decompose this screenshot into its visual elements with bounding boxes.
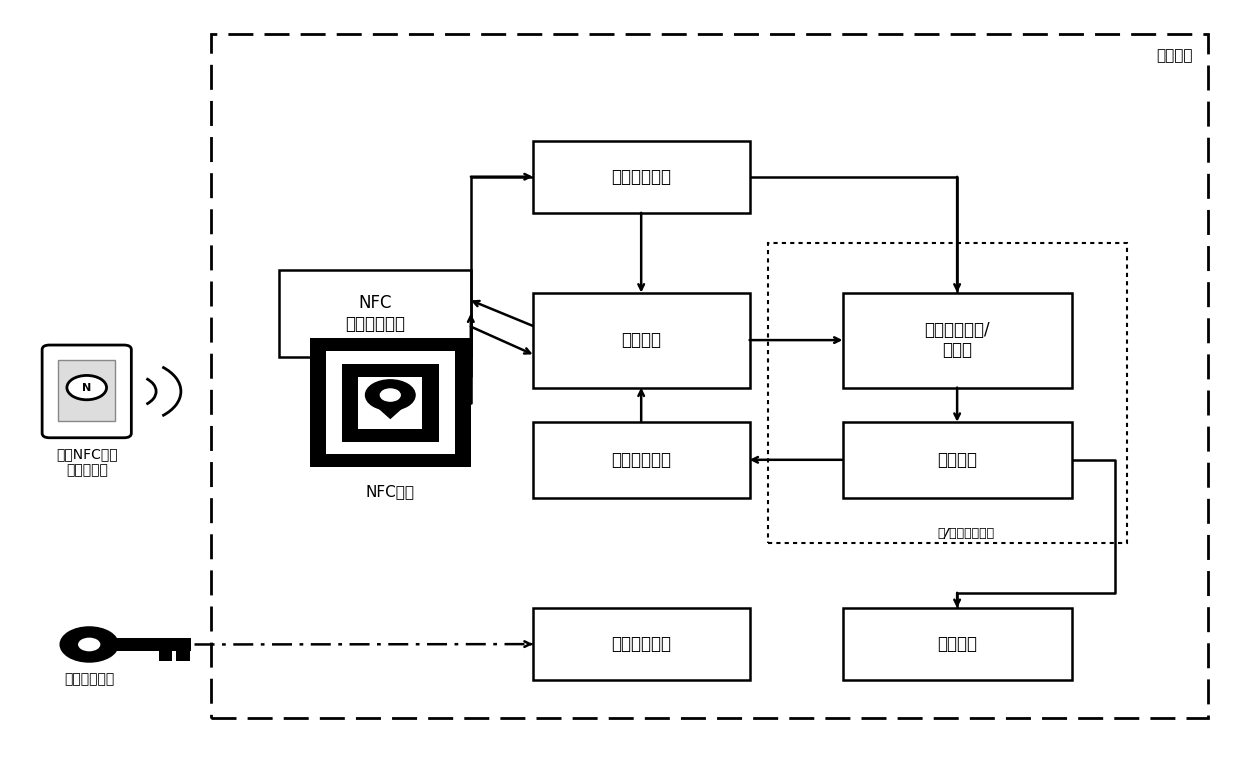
Bar [279,270,471,357]
Bar [326,351,455,454]
Text: 备用解锁工具: 备用解锁工具 [64,672,114,686]
Text: 锁体部分: 锁体部分 [1157,48,1193,63]
Bar [843,422,1072,498]
Text: 具有NFC功能
的上端设备: 具有NFC功能 的上端设备 [56,447,118,477]
Circle shape [78,638,100,651]
Bar [342,364,439,442]
Circle shape [366,380,415,410]
Bar [58,360,115,421]
Text: 锁定卡手: 锁定卡手 [937,635,978,653]
Circle shape [59,626,119,663]
Bar [533,422,750,498]
Text: 备用解锁机构: 备用解锁机构 [611,635,672,653]
Bar [159,651,172,661]
Bar [176,651,190,661]
Text: 栓体结构: 栓体结构 [937,451,978,469]
Text: NFC天线: NFC天线 [366,484,415,499]
Bar [211,34,1208,718]
Text: 临时储能单元: 临时储能单元 [611,168,672,185]
Bar [843,293,1072,388]
Bar [533,141,750,213]
Text: 超低功耗电机/
电磁阀: 超低功耗电机/ 电磁阀 [924,321,990,359]
Text: 解/上锁执行单元: 解/上锁执行单元 [937,527,995,540]
Bar [533,293,750,388]
Text: NFC
数据通讯单元: NFC 数据通讯单元 [344,294,405,333]
Bar [310,338,471,467]
Polygon shape [378,407,403,418]
Bar [358,377,422,429]
Bar [533,608,750,680]
Text: 控制单元: 控制单元 [621,331,662,349]
Circle shape [380,389,400,401]
Bar [768,243,1127,543]
FancyBboxPatch shape [42,345,131,438]
Bar [116,638,191,651]
Circle shape [67,375,107,400]
Text: 状态检测单元: 状态检测单元 [611,451,672,469]
Text: N: N [82,382,92,393]
Bar [843,608,1072,680]
